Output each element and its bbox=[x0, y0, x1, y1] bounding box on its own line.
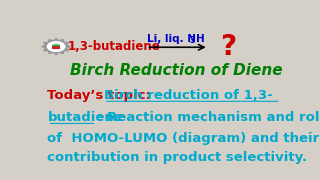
Ellipse shape bbox=[53, 45, 60, 47]
Text: Birch Reduction of Diene: Birch Reduction of Diene bbox=[70, 63, 283, 78]
Circle shape bbox=[47, 42, 65, 51]
Text: butadiene: butadiene bbox=[47, 111, 123, 124]
Text: Today’s topic:: Today’s topic: bbox=[47, 89, 151, 102]
Text: : Reaction mechanism and role: : Reaction mechanism and role bbox=[97, 111, 320, 124]
Text: Birch reduction of 1,3-: Birch reduction of 1,3- bbox=[104, 89, 273, 102]
Text: ?: ? bbox=[220, 33, 236, 61]
Text: of  HOMO-LUMO (diagram) and their: of HOMO-LUMO (diagram) and their bbox=[47, 132, 320, 145]
Text: Li, liq. NH: Li, liq. NH bbox=[147, 34, 205, 44]
Text: 1,3-butadiene: 1,3-butadiene bbox=[68, 40, 161, 53]
Text: 3: 3 bbox=[190, 36, 196, 45]
Polygon shape bbox=[42, 39, 70, 55]
Text: contribution in product selectivity.: contribution in product selectivity. bbox=[47, 151, 308, 164]
